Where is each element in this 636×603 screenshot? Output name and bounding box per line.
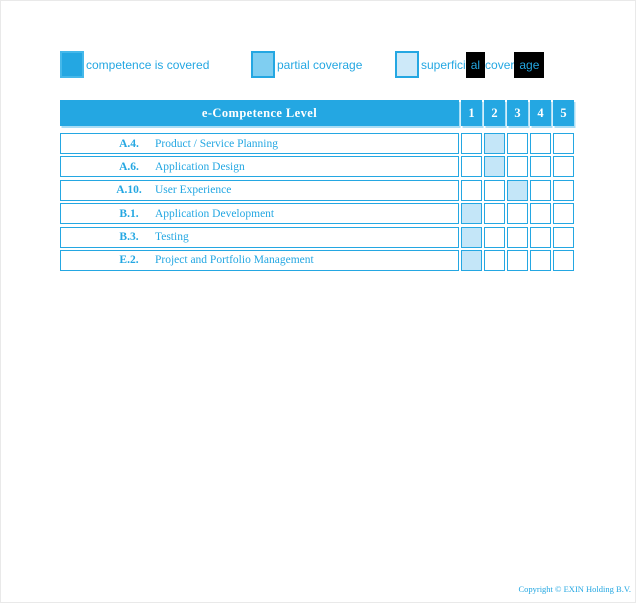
competence-name: Application Design [155,160,245,173]
legend-label-covered: competence is covered [86,57,210,72]
level-cell [484,156,505,178]
level-cell [461,156,482,178]
table-row: A.10. User Experience [60,179,574,201]
table-row: A.6. Application Design [60,156,574,178]
level-cell [530,203,551,225]
table-header: e-Competence Level 1 2 3 4 5 [60,100,575,126]
superficial-swatch-icon [395,51,419,78]
row-label: A.10. User Experience [60,179,459,201]
competence-rows: A.4. Product / Service Planning A.6. App… [60,133,574,271]
table-row: B.3. Testing [60,226,574,248]
competence-name: Product / Service Planning [155,137,278,150]
level-cell [507,226,528,248]
legend-label-superficial: superfici al cover age [421,51,545,78]
level-cell [507,179,528,201]
competence-code: E.2. [119,254,139,267]
level-cell [553,133,574,154]
level-cell [530,226,551,248]
table-row: B.1. Application Development [60,203,574,225]
competence-code: B.1. [119,207,139,220]
level-cell [461,203,482,225]
level-cell [553,226,574,248]
legend-label-partial: partial coverage [277,57,363,72]
redaction-box: al [465,52,486,78]
level-cell [484,133,505,154]
redaction-box: age [514,52,545,78]
level-cell [507,249,528,271]
competence-code: B.3. [119,231,139,244]
covered-swatch-icon [60,51,84,78]
level-cell [461,226,482,248]
legend-item-superficial: superfici al cover age [395,51,545,78]
level-cell [507,203,528,225]
competence-name: User Experience [155,184,232,197]
level-column-2: 2 [484,100,505,126]
level-cell [553,156,574,178]
row-label: B.1. Application Development [60,203,459,225]
level-column-1: 1 [461,100,482,126]
row-label: A.6. Application Design [60,156,459,178]
level-column-3: 3 [507,100,528,126]
level-cell [530,156,551,178]
level-cell [484,249,505,271]
row-label: E.2. Project and Portfolio Management [60,249,459,271]
copyright-text: Copyright © EXIN Holding B.V. [518,584,631,594]
legend-item-covered: competence is covered [60,51,209,78]
label-segment: superfici [421,58,466,72]
label-segment: cover [485,58,515,72]
table-row: A.4. Product / Service Planning [60,133,574,154]
level-cell [553,203,574,225]
level-cell [507,156,528,178]
level-cell [530,133,551,154]
level-column-5: 5 [553,100,574,126]
level-cell [530,179,551,201]
partial-swatch-icon [251,51,275,78]
legend-item-partial: partial coverage [251,51,362,78]
level-cell [484,226,505,248]
level-cell [484,203,505,225]
competence-code: A.10. [116,184,142,197]
row-label: B.3. Testing [60,226,459,248]
competence-name: Project and Portfolio Management [155,254,314,267]
level-cell [553,249,574,271]
row-label: A.4. Product / Service Planning [60,133,459,154]
competence-name: Testing [155,231,189,244]
competence-code: A.4. [119,137,139,150]
table-row: E.2. Project and Portfolio Management [60,249,574,271]
level-cell [461,133,482,154]
table-title: e-Competence Level [60,100,459,126]
level-cell [461,179,482,201]
competence-name: Application Development [155,207,275,220]
level-cell [461,249,482,271]
level-cell [553,179,574,201]
level-cell [507,133,528,154]
level-cell [530,249,551,271]
level-column-4: 4 [530,100,551,126]
competence-code: A.6. [119,160,139,173]
level-cell [484,179,505,201]
